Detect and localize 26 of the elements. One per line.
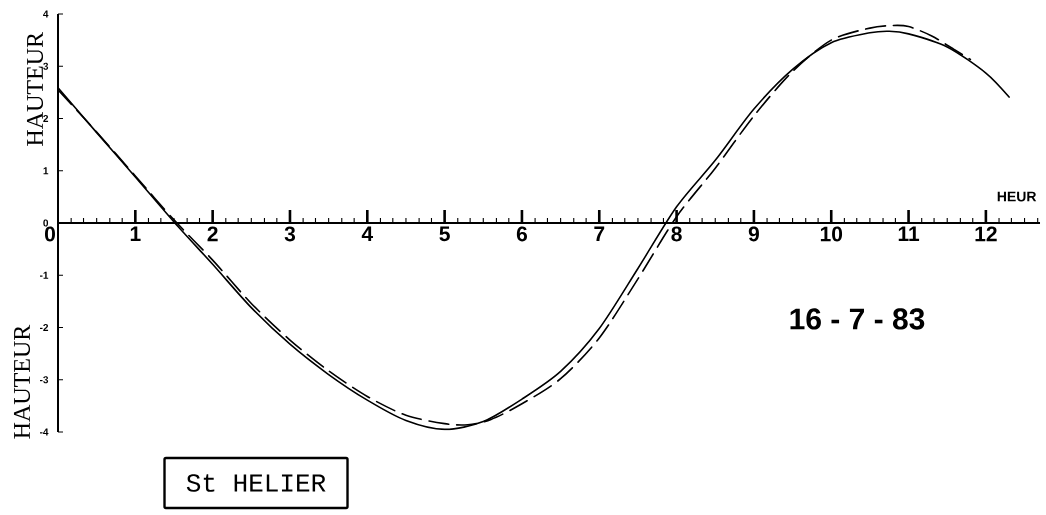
y-tick-label: -1 [39,271,49,279]
y-tick-label: 2 [43,115,49,122]
x-tick-label: 11 [898,226,920,241]
y-tick-label: 3 [43,62,49,70]
x-tick-label: 8 [671,226,682,242]
y-tick-label: -3 [39,376,49,384]
x-tick-label: 6 [516,226,528,242]
x-tick-label: 12 [975,226,997,242]
y-axis-title: HAUTEUR [26,31,44,146]
y-tick-label: 4 [43,10,49,18]
text: St HELIER [186,474,326,492]
x-tick-label: 4 [361,226,374,241]
x-axis-title: HEUR [997,191,1037,202]
x-tick-label: 1 [130,226,141,241]
x-tick-label: 3 [284,226,296,242]
y-tick-label: 1 [43,167,49,175]
x-tick-label: 10 [820,226,843,242]
y-tick-label: 0 [43,219,49,227]
x-tick-label: 9 [748,226,759,242]
x-tick-label: 2 [207,226,218,242]
x-tick-label: 5 [439,226,450,242]
y-tick-label: -2 [39,324,49,331]
text: HAUTEUR [13,324,31,439]
text: 16 - 7 - 83 [790,308,925,330]
x-tick-label: 7 [594,226,605,241]
y-tick-label: -4 [39,428,49,436]
